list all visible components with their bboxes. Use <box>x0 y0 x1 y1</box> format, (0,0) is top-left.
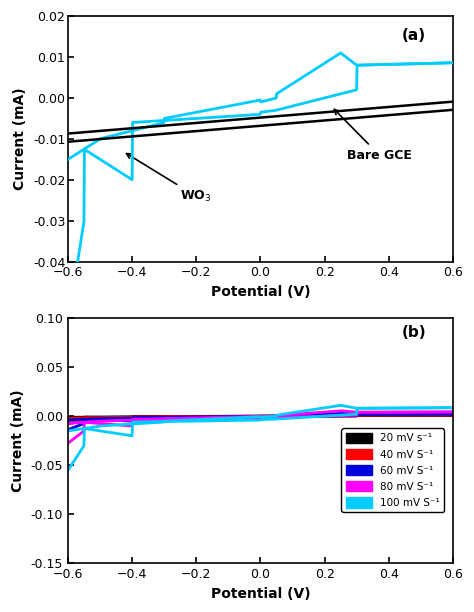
Y-axis label: Current (mA): Current (mA) <box>11 389 25 492</box>
Legend: 20 mV s⁻¹, 40 mV S⁻¹, 60 mV S⁻¹, 80 mV S⁻¹, 100 mV S⁻¹: 20 mV s⁻¹, 40 mV S⁻¹, 60 mV S⁻¹, 80 mV S… <box>341 428 444 512</box>
Text: (a): (a) <box>402 28 426 43</box>
Text: WO$_3$: WO$_3$ <box>127 154 212 204</box>
X-axis label: Potential (V): Potential (V) <box>210 587 310 601</box>
X-axis label: Potential (V): Potential (V) <box>210 285 310 299</box>
Y-axis label: Current (mA): Current (mA) <box>13 88 27 190</box>
Text: Bare GCE: Bare GCE <box>334 110 412 162</box>
Text: (b): (b) <box>401 326 426 340</box>
